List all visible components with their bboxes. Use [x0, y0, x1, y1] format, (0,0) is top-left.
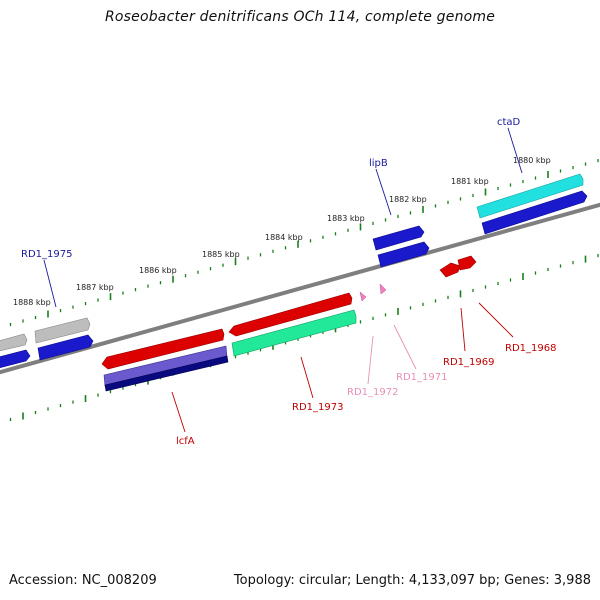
gene-gray-left[interactable]: [0, 333, 28, 352]
scale-label-1888: 1888 kbp: [13, 298, 51, 307]
label-RD1_1971[interactable]: RD1_1971: [396, 372, 447, 383]
connector-lcfA: [171, 391, 186, 433]
upper-tick-row: [9, 159, 599, 327]
scale-label-1885: 1885 kbp: [202, 250, 240, 259]
gene-blue-1[interactable]: [481, 190, 588, 235]
gene-navy[interactable]: [104, 355, 229, 392]
scale-label-1881: 1881 kbp: [451, 177, 489, 186]
gene-blue-3[interactable]: [37, 334, 94, 361]
gene-blue-2[interactable]: [377, 241, 430, 268]
connector-RD1_1971: [393, 324, 417, 370]
label-connectors: [43, 127, 523, 433]
scale-label-1884: 1884 kbp: [265, 233, 303, 242]
gene-RD1_1973[interactable]: [228, 292, 353, 337]
gene-RD1_1968[interactable]: [457, 255, 477, 271]
label-RD1_1972[interactable]: RD1_1972: [347, 387, 398, 398]
label-RD1_1969[interactable]: RD1_1969: [443, 357, 494, 368]
map-title: Roseobacter denitrificans OCh 114, compl…: [104, 9, 496, 25]
gene-blue-left[interactable]: [0, 349, 31, 369]
scale-label-1882: 1882 kbp: [389, 195, 427, 204]
accession-text: Accession: NC_008209: [9, 573, 157, 588]
scale-labels: 1880 kbp 1881 kbp 1882 kbp 1883 kbp 1884…: [13, 156, 551, 307]
gene-labels: ctaD lipB RD1_1975 lcfA RD1_1973 RD1_197…: [21, 117, 556, 447]
gene-RD1_1971[interactable]: [379, 283, 387, 295]
connector-RD1_1973: [300, 356, 314, 399]
label-lcfA[interactable]: lcfA: [176, 436, 195, 447]
gene-RD1_1969[interactable]: [439, 262, 461, 278]
scale-label-1883: 1883 kbp: [327, 214, 365, 223]
gene-RD1_1975[interactable]: [34, 317, 91, 344]
connector-lipB: [375, 168, 392, 216]
connector-RD1_1975: [43, 259, 57, 308]
connector-ctaD: [507, 127, 523, 174]
gene-RD1_1972[interactable]: [359, 291, 367, 302]
genome-summary-text: Topology: circular; Length: 4,133,097 bp…: [233, 573, 591, 588]
forward-strand-genes: [0, 173, 588, 369]
connector-RD1_1969: [460, 307, 466, 352]
label-ctaD[interactable]: ctaD: [497, 117, 521, 128]
label-lipB[interactable]: lipB: [369, 158, 388, 169]
scale-label-1887: 1887 kbp: [76, 283, 114, 292]
label-RD1_1968[interactable]: RD1_1968: [505, 343, 556, 354]
label-RD1_1973[interactable]: RD1_1973: [292, 402, 343, 413]
label-RD1_1975[interactable]: RD1_1975: [21, 249, 72, 260]
gene-green[interactable]: [231, 309, 357, 357]
connector-RD1_1972: [367, 335, 374, 385]
gene-lcfA[interactable]: [101, 328, 225, 370]
scale-label-1880: 1880 kbp: [513, 156, 551, 165]
connector-RD1_1968: [478, 302, 514, 338]
gene-lipB[interactable]: [372, 225, 425, 251]
scale-label-1886: 1886 kbp: [139, 266, 177, 275]
gene-ctaD[interactable]: [476, 173, 584, 219]
reverse-strand-genes: [101, 283, 387, 392]
genome-backbone: [0, 202, 600, 375]
